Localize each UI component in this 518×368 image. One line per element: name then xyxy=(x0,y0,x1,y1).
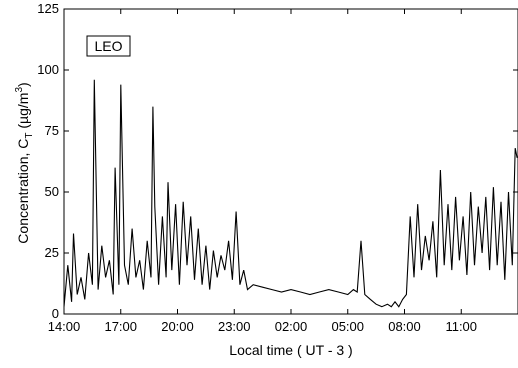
y-axis-label-unit: (µg/m xyxy=(15,93,31,133)
y-tick-label: 125 xyxy=(37,1,59,16)
plot-frame xyxy=(63,8,518,315)
x-tick-label: 17:00 xyxy=(104,319,137,334)
y-tick-label: 25 xyxy=(45,245,59,260)
y-axis-label-subscript: T xyxy=(24,133,35,139)
plot-area-border xyxy=(63,8,518,315)
x-tick-label: 02:00 xyxy=(275,319,308,334)
x-tick-label: 08:00 xyxy=(388,319,421,334)
y-axis-label-main: Concentration, C xyxy=(15,139,31,244)
y-axis-ticks: 0 25 50 75 100 125 xyxy=(37,1,518,321)
legend-label: LEO xyxy=(94,38,122,54)
legend-box: LEO xyxy=(86,35,131,57)
legend-frame xyxy=(86,35,131,57)
y-tick-label: 75 xyxy=(45,123,59,138)
x-tick-label: 14:00 xyxy=(48,319,81,334)
y-tick-label: 50 xyxy=(45,184,59,199)
y-tick-label: 100 xyxy=(37,62,59,77)
x-tick-label: 23:00 xyxy=(218,319,251,334)
x-tick-label: 20:00 xyxy=(161,319,194,334)
x-axis-ticks: 14:00 17:00 20:00 23:00 02:00 05:00 08:00 11:00 xyxy=(48,9,477,334)
y-tick-label: 0 xyxy=(52,306,59,321)
x-tick-label: 11:00 xyxy=(445,319,477,334)
concentration-series-line xyxy=(63,79,518,308)
x-axis-label: Local time ( UT - 3 ) xyxy=(229,342,352,358)
y-axis-label: Concentration, CT (µg/m3) xyxy=(14,82,35,243)
y-axis-label-unit-close: ) xyxy=(15,82,31,87)
series-layer xyxy=(63,79,518,308)
y-axis-label-superscript: 3 xyxy=(14,87,25,93)
x-tick-label: 05:00 xyxy=(331,319,364,334)
